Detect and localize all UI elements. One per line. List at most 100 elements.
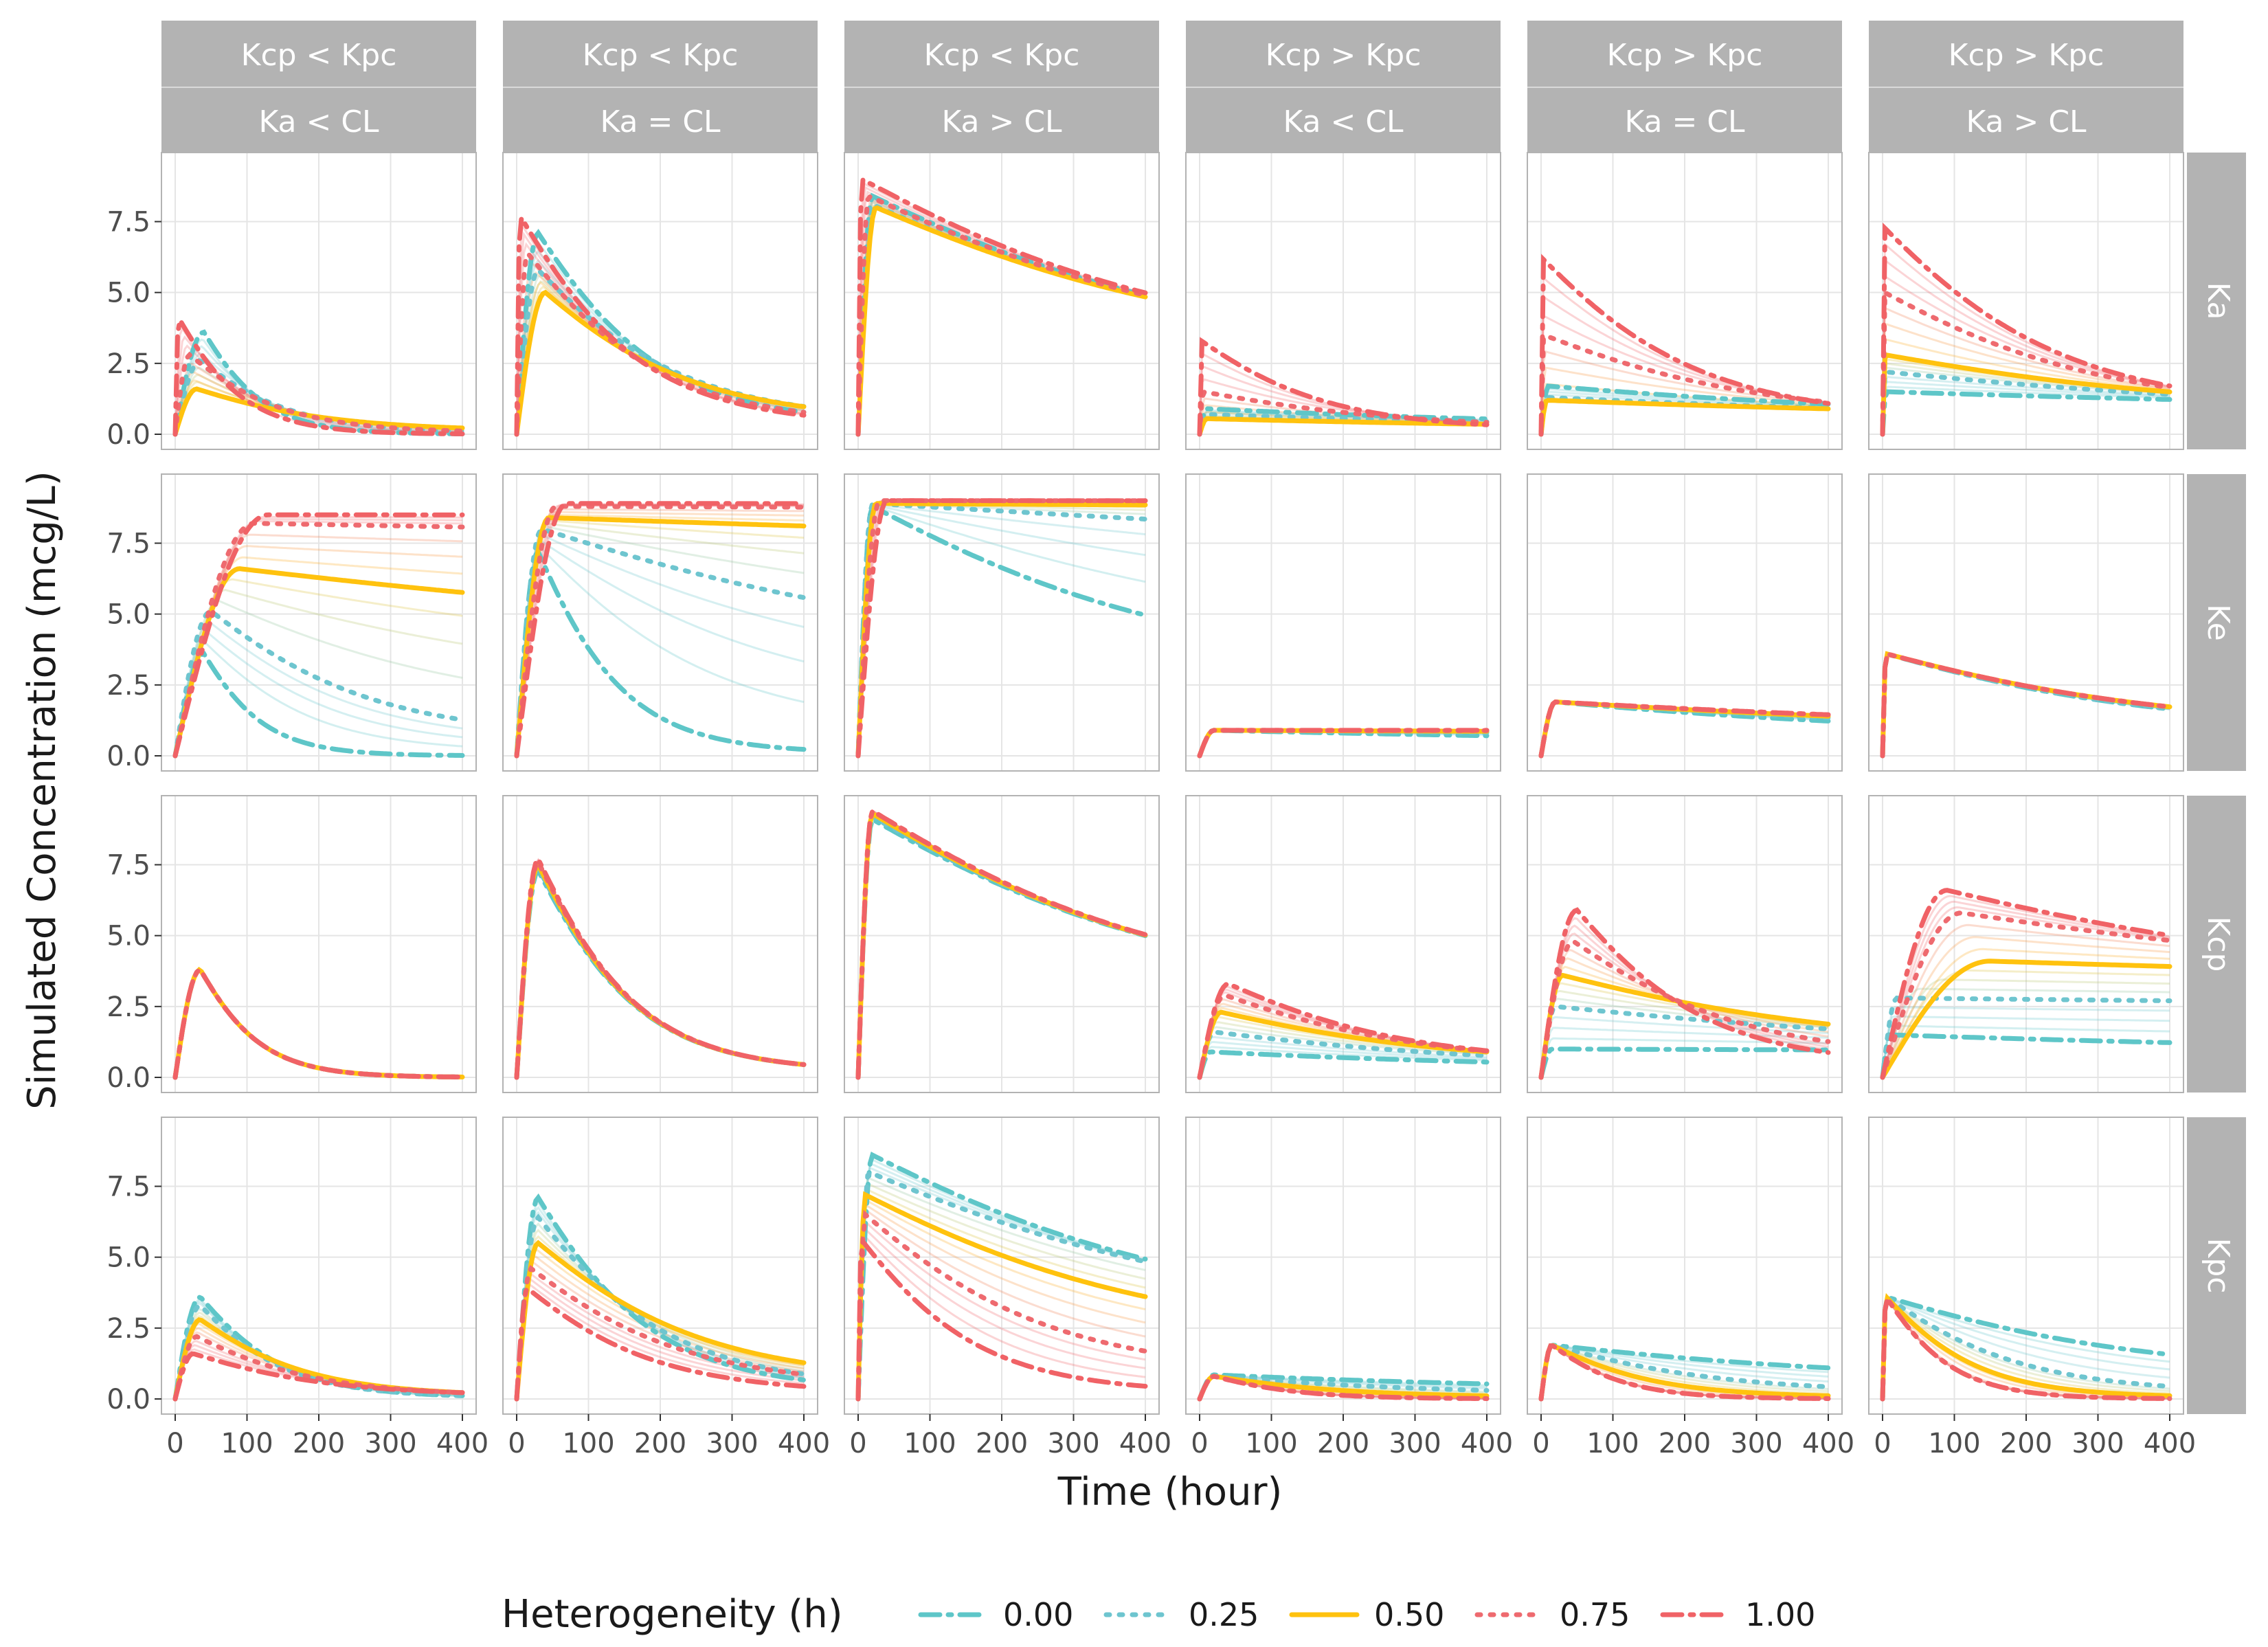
curve-h-1.00 xyxy=(172,512,465,759)
x-tick-label: 100 xyxy=(903,1428,956,1459)
x-tick-label: 200 xyxy=(2000,1428,2052,1459)
faint-curve xyxy=(174,599,463,757)
curve-h-0.25 xyxy=(1538,1004,1831,1080)
curve-h-0.75 xyxy=(1880,910,2172,1080)
curve-h-1.00 xyxy=(1880,888,2172,1080)
y-tick-label: 7.5 xyxy=(106,850,150,882)
curve-h-0.50 xyxy=(1880,1292,2172,1402)
facet-panel xyxy=(1868,473,2184,772)
axis-labels: 0.0 2.5 5.0 7.5 0.0 2.5 5.0 7.5 0.0 2.5 5.0 7.5 0.0 2… xyxy=(106,207,2196,1459)
faint-curve xyxy=(174,518,462,757)
row-strip-bg xyxy=(2187,474,2246,771)
x-tick-label: 100 xyxy=(1245,1428,1297,1459)
column-strip-bottom-label: Ka < CL xyxy=(258,104,379,139)
y-tick-label: 5.0 xyxy=(106,278,150,309)
facet-panel xyxy=(1185,795,1501,1093)
curve-h-1.00 xyxy=(855,176,1148,437)
facet-panel xyxy=(161,795,477,1093)
facet-strips: Kcp < Kpc Ka < CL Kcp < Kpc Ka = CL Kcp < Kp… xyxy=(161,21,2246,1414)
facet-panel xyxy=(1868,152,2184,450)
row-strip-label: Ka xyxy=(2201,282,2236,320)
curve-h-1.00 xyxy=(1197,337,1490,437)
faint-curve xyxy=(1540,1344,1829,1400)
curve-h-0.00 xyxy=(855,1152,1148,1402)
faint-curve xyxy=(857,504,1146,757)
facet-panel xyxy=(1527,795,1843,1093)
x-tick-label: 100 xyxy=(221,1428,273,1459)
faint-curve xyxy=(1881,1006,2170,1078)
curve-h-1.00 xyxy=(1197,728,1490,759)
faint-curve xyxy=(1881,1296,2170,1400)
faint-curve xyxy=(1881,1296,2170,1400)
curve-h-1.00 xyxy=(514,854,807,1080)
faint-curve xyxy=(515,545,805,757)
curve-h-0.00 xyxy=(1880,1032,2172,1080)
row-strip-bg xyxy=(2187,153,2246,449)
facet-panel xyxy=(161,473,477,772)
x-tick-label: 400 xyxy=(778,1428,830,1459)
y-tick-label: 5.0 xyxy=(106,599,150,631)
faint-curve xyxy=(1881,906,2170,1078)
y-tick-label: 7.5 xyxy=(106,528,150,560)
faint-curve xyxy=(515,1273,805,1400)
facet-panel xyxy=(1185,1117,1501,1415)
faint-curve xyxy=(857,1188,1146,1400)
faint-curve xyxy=(515,1229,805,1400)
x-tick-label: 200 xyxy=(1659,1428,1711,1459)
faint-curve xyxy=(857,1176,1146,1400)
legend-label: 1.00 xyxy=(1745,1596,1815,1633)
curve-h-1.00 xyxy=(855,807,1148,1080)
faint-curve xyxy=(515,1277,805,1400)
y-tick-label: 0.0 xyxy=(106,1384,150,1415)
column-strip-bottom-label: Ka > CL xyxy=(1966,104,2087,139)
curve-h-0.00 xyxy=(514,1193,807,1402)
curve-h-0.50 xyxy=(1197,416,1490,437)
curve-h-0.25 xyxy=(1880,996,2172,1080)
faint-curve xyxy=(1198,1021,1487,1078)
curve-h-0.50 xyxy=(172,566,465,759)
x-tick-label: 200 xyxy=(293,1428,345,1459)
x-tick-label: 300 xyxy=(1389,1428,1441,1459)
faint-curve xyxy=(1198,1041,1487,1078)
row-strip-bg xyxy=(2187,1117,2246,1414)
column-strip-top-label: Kcp > Kpc xyxy=(1607,38,1763,73)
facet-panel xyxy=(1185,473,1501,772)
curve-h-0.00 xyxy=(1538,383,1831,437)
x-tick-label: 400 xyxy=(1802,1428,1854,1459)
curve-h-0.00 xyxy=(1197,1372,1490,1402)
curve-h-1.00 xyxy=(855,498,1148,759)
facet-panel xyxy=(161,1117,477,1415)
x-tick-label: 0 xyxy=(1532,1428,1549,1459)
curve-h-1.00 xyxy=(1538,907,1831,1080)
faint-curve xyxy=(857,1228,1146,1400)
legend-label: 0.25 xyxy=(1189,1596,1259,1633)
curve-h-1.00 xyxy=(1538,699,1831,759)
y-tick-label: 5.0 xyxy=(106,921,150,952)
x-tick-label: 0 xyxy=(1874,1428,1891,1459)
row-strip-bg xyxy=(2187,796,2246,1093)
x-tick-label: 0 xyxy=(1191,1428,1208,1459)
faint-curve xyxy=(515,519,805,757)
facet-panel xyxy=(502,473,818,772)
curve-h-0.50 xyxy=(1197,1009,1490,1080)
x-tick-label: 300 xyxy=(364,1428,416,1459)
x-tick-label: 200 xyxy=(1317,1428,1369,1459)
x-tick-label: 100 xyxy=(1928,1428,1980,1459)
curve-h-1.00 xyxy=(514,210,807,437)
faint-curve xyxy=(1881,1296,2170,1400)
curve-h-0.00 xyxy=(1538,1046,1831,1080)
faint-curve xyxy=(857,1220,1146,1400)
column-strip-top-label: Kcp < Kpc xyxy=(924,38,1080,73)
row-strip-label: Kcp xyxy=(2201,917,2236,972)
curve-h-0.50 xyxy=(1538,1343,1831,1402)
facet-panel xyxy=(1527,473,1843,772)
curve-h-0.50 xyxy=(1197,1374,1490,1402)
faint-curve xyxy=(174,631,463,757)
x-tick-label: 100 xyxy=(562,1428,614,1459)
curve-h-0.25 xyxy=(514,1213,807,1402)
faint-curve xyxy=(515,513,805,757)
facet-panel xyxy=(1868,795,2184,1093)
y-tick-label: 7.5 xyxy=(106,207,150,238)
curve-h-0.25 xyxy=(1538,1343,1831,1402)
